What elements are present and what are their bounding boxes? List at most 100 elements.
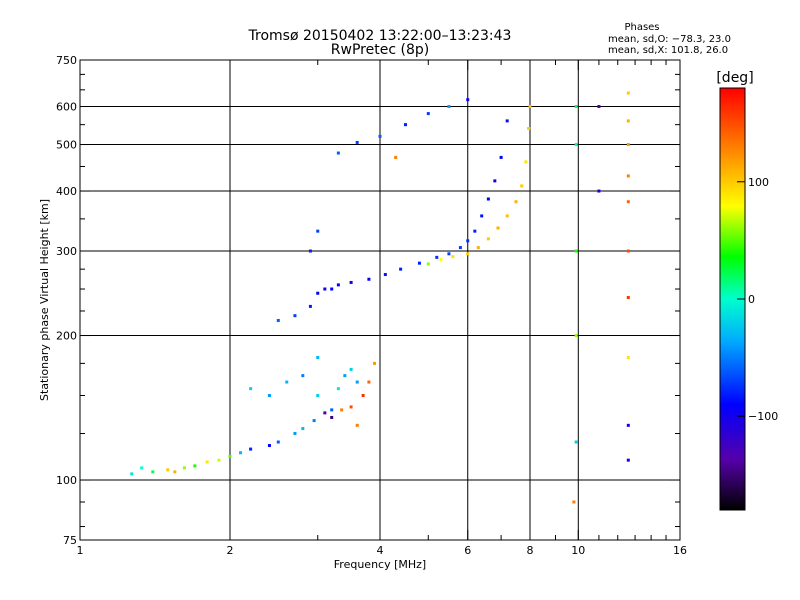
axis-ticks: [79, 59, 681, 541]
y-tick-label: 100: [56, 474, 77, 487]
echo-point: [597, 105, 601, 109]
echo-point: [626, 174, 630, 178]
x-tick-label: 6: [464, 544, 471, 557]
grid-lines: [80, 60, 680, 540]
echo-point: [336, 387, 340, 391]
echo-point: [301, 374, 305, 378]
y-tick-label: 200: [56, 330, 77, 343]
echo-point: [249, 447, 253, 451]
echo-point: [367, 380, 371, 384]
echo-point: [574, 440, 578, 444]
echo-point: [140, 466, 144, 470]
echo-point: [349, 280, 353, 284]
echo-point: [312, 419, 316, 423]
echo-point: [383, 273, 387, 277]
echo-point: [473, 229, 477, 233]
echo-point: [451, 255, 455, 259]
echo-point: [182, 466, 186, 470]
stats-x-mode: mean, sd,X: 101.8, 26.0: [608, 45, 728, 56]
x-tick-label: 1: [77, 544, 84, 557]
colorbar-tick-label: 0: [748, 293, 755, 306]
y-tick-labels: 75 100 200 300 400 500 600 750: [56, 54, 77, 547]
echo-point: [285, 380, 289, 384]
echo-point: [626, 119, 630, 123]
echo-point: [493, 179, 497, 183]
echo-point: [276, 440, 280, 444]
echo-point: [466, 239, 470, 243]
echo-point: [267, 394, 271, 398]
echo-point: [447, 105, 451, 109]
y-tick-label: 300: [56, 245, 77, 258]
colorbar-tick-label: 100: [748, 176, 769, 189]
echo-point: [486, 197, 490, 201]
echo-point: [193, 464, 197, 468]
echo-point: [355, 380, 359, 384]
echo-point: [476, 246, 480, 250]
echo-point: [373, 361, 377, 365]
echo-point: [447, 252, 451, 256]
echo-point: [626, 143, 630, 147]
echo-point: [574, 334, 578, 338]
echo-point: [458, 246, 462, 250]
echo-point: [466, 252, 470, 256]
echo-point: [439, 258, 443, 262]
x-tick-label: 16: [673, 544, 687, 557]
echo-point: [574, 249, 578, 253]
echo-point: [514, 200, 518, 204]
echo-point: [316, 394, 320, 398]
echo-point: [293, 432, 297, 436]
echo-point: [217, 458, 221, 462]
echo-point: [293, 314, 297, 318]
echo-point: [367, 277, 371, 281]
echo-point: [316, 355, 320, 359]
stats-o-mode: mean, sd,O: −78.3, 23.0: [608, 34, 731, 45]
echo-point: [308, 304, 312, 308]
echo-point: [323, 411, 327, 415]
x-tick-label: 4: [377, 544, 384, 557]
echo-point: [267, 444, 271, 448]
echo-point: [520, 184, 524, 188]
x-tick-label: 8: [527, 544, 534, 557]
echo-point: [173, 470, 177, 474]
colorbar-tick-label: −100: [748, 410, 778, 423]
echo-point: [336, 283, 340, 287]
echo-point: [597, 189, 601, 193]
echo-point: [626, 91, 630, 95]
echo-point: [361, 394, 365, 398]
echo-point: [626, 355, 630, 359]
echo-point: [626, 458, 630, 462]
echo-point: [626, 249, 630, 253]
echo-point: [572, 500, 576, 504]
echo-point: [528, 105, 532, 109]
x-axis-title: Frequency [MHz]: [334, 558, 426, 571]
echo-point: [301, 427, 305, 431]
y-tick-label: 75: [63, 534, 77, 547]
echo-point: [426, 112, 430, 116]
echo-point: [574, 143, 578, 147]
echo-point: [316, 291, 320, 295]
echo-point: [626, 200, 630, 204]
echo-point: [343, 374, 347, 378]
x-tick-labels: 1 2 4 6 8 10 16: [77, 544, 688, 557]
stats-heading: Phases: [624, 22, 659, 33]
y-tick-label: 750: [56, 54, 77, 67]
chart-title: Tromsø 20150402 13:22:00–13:23:43: [248, 28, 512, 44]
colorbar-ticks: 100 0 −100: [737, 176, 778, 423]
echo-point: [527, 126, 531, 130]
x-tick-label: 10: [571, 544, 585, 557]
echo-point: [496, 226, 500, 230]
echo-point: [626, 296, 630, 300]
echo-point: [403, 123, 407, 127]
echo-point: [249, 387, 253, 391]
echo-point: [480, 214, 484, 218]
echo-point: [486, 237, 490, 241]
echo-point: [336, 151, 340, 155]
y-tick-label: 400: [56, 185, 77, 198]
echo-point: [166, 468, 170, 472]
echo-point: [626, 423, 630, 427]
echo-point: [399, 267, 403, 271]
echo-point: [340, 408, 344, 412]
echo-point: [276, 318, 280, 322]
echo-point: [505, 214, 509, 218]
